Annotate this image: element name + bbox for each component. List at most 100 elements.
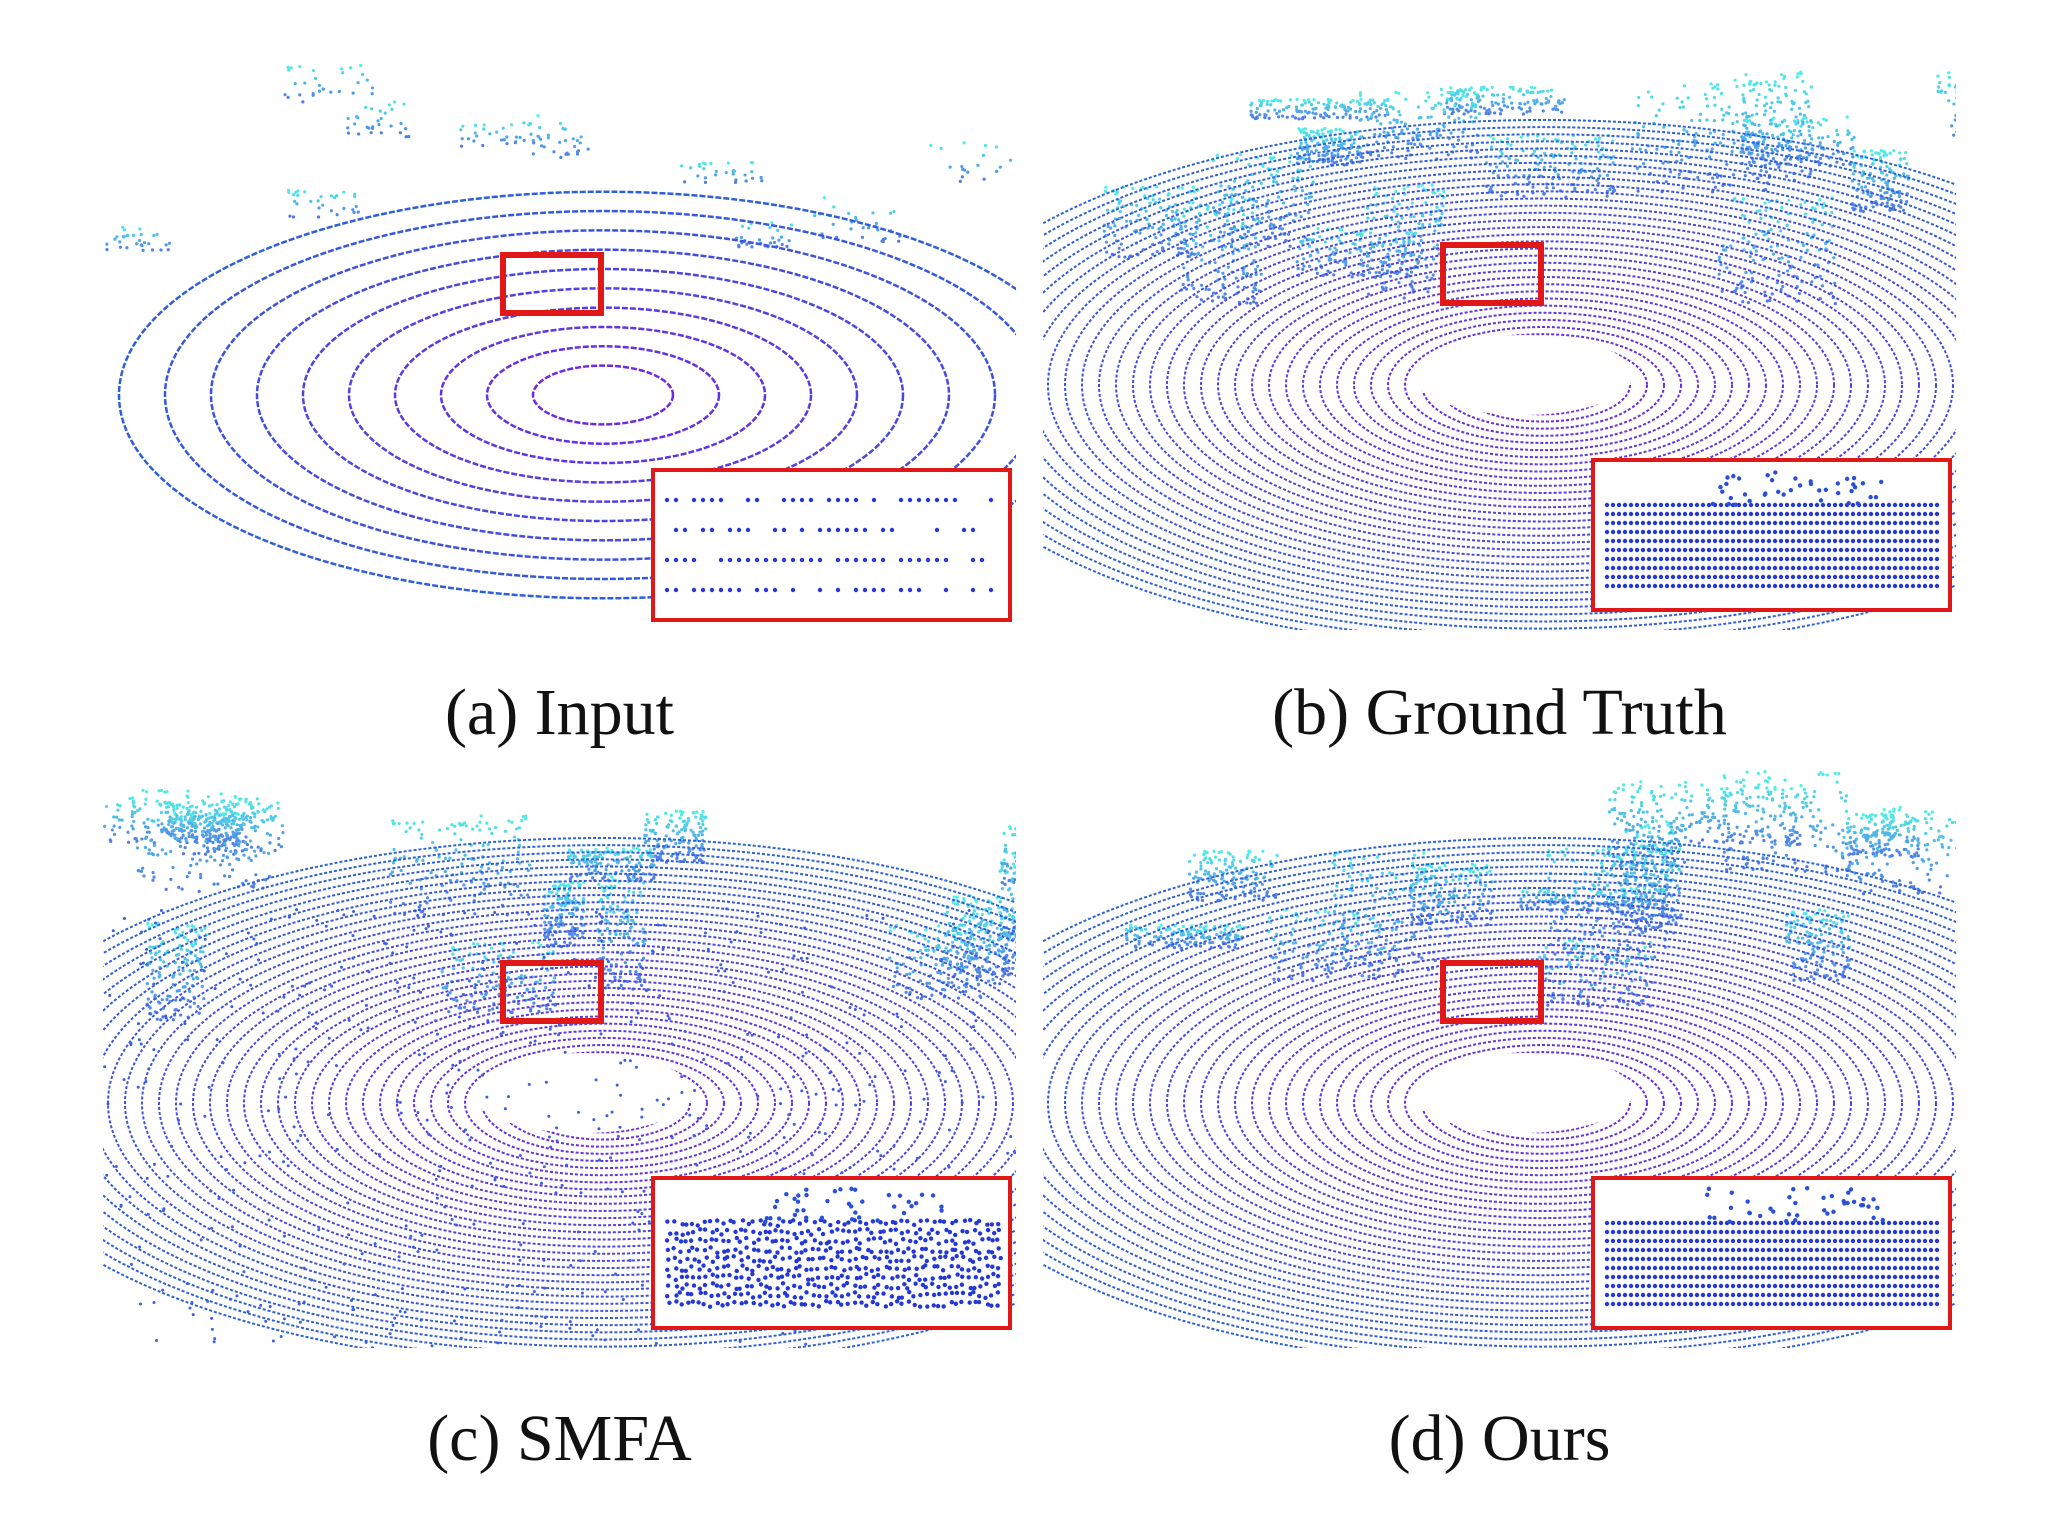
point — [697, 162, 702, 167]
point — [296, 193, 300, 197]
point — [1417, 184, 1421, 188]
point — [548, 1007, 552, 1011]
point — [943, 587, 949, 593]
point — [1741, 197, 1746, 201]
point — [1549, 94, 1553, 99]
point — [147, 242, 151, 246]
point — [1734, 113, 1739, 117]
point — [1457, 109, 1461, 113]
point — [963, 923, 967, 927]
point — [1334, 127, 1338, 132]
point — [1850, 556, 1856, 562]
point — [980, 964, 985, 969]
point — [1509, 143, 1513, 147]
point — [229, 835, 233, 839]
point — [1680, 158, 1684, 162]
point — [1677, 150, 1681, 155]
point — [1151, 252, 1155, 256]
point — [1784, 547, 1790, 553]
point — [1851, 172, 1855, 176]
point — [1598, 174, 1602, 178]
point — [1610, 538, 1616, 544]
point — [159, 1018, 163, 1022]
point-cloud — [1043, 70, 1956, 630]
point — [835, 557, 841, 563]
point — [1009, 892, 1013, 896]
point — [1322, 116, 1326, 120]
point — [1244, 189, 1248, 193]
point — [1751, 131, 1755, 135]
point — [744, 179, 748, 183]
point — [1785, 269, 1790, 273]
point — [1445, 101, 1449, 105]
point — [1640, 574, 1646, 580]
point — [1229, 242, 1233, 246]
point — [893, 974, 897, 978]
point — [249, 845, 254, 849]
point — [1407, 239, 1411, 243]
point — [524, 814, 528, 818]
point — [702, 167, 706, 171]
point — [137, 238, 142, 243]
point — [1700, 502, 1706, 508]
point — [1870, 176, 1875, 181]
point — [1809, 119, 1813, 123]
point — [1235, 157, 1240, 161]
point — [370, 107, 374, 111]
point — [1167, 192, 1171, 196]
point — [1490, 85, 1494, 89]
point — [179, 823, 183, 827]
point — [1816, 121, 1820, 125]
point — [291, 215, 296, 219]
point — [145, 981, 149, 986]
point — [216, 821, 220, 826]
point — [1229, 202, 1233, 206]
point — [1405, 127, 1410, 131]
point — [736, 527, 742, 533]
point — [1300, 117, 1305, 121]
point — [1381, 244, 1385, 248]
point — [191, 977, 195, 981]
point — [1161, 222, 1165, 226]
point — [566, 897, 570, 902]
point — [286, 188, 291, 192]
point — [736, 587, 742, 593]
point — [157, 949, 161, 954]
point — [142, 241, 147, 245]
point — [1850, 529, 1856, 535]
point — [202, 997, 206, 1001]
point — [1722, 113, 1726, 117]
point — [1344, 157, 1348, 161]
point — [561, 882, 565, 887]
point — [453, 824, 457, 828]
point — [1267, 116, 1271, 120]
point — [1868, 494, 1873, 500]
point — [1348, 114, 1352, 118]
point — [904, 990, 908, 994]
point — [1646, 520, 1652, 526]
point — [1742, 538, 1748, 544]
point — [1709, 82, 1713, 86]
point — [1844, 565, 1850, 571]
point — [1706, 502, 1712, 508]
point — [1367, 292, 1371, 296]
point — [399, 868, 403, 873]
point — [1616, 538, 1622, 544]
point — [425, 896, 430, 900]
point — [1682, 84, 1687, 88]
point — [1880, 565, 1886, 571]
point — [1832, 556, 1838, 562]
point — [1814, 583, 1820, 589]
point — [1464, 108, 1468, 112]
point — [546, 935, 550, 939]
point — [421, 820, 425, 824]
point — [1676, 502, 1682, 508]
point — [1814, 155, 1818, 159]
point — [1604, 583, 1610, 589]
point — [1814, 502, 1820, 508]
point — [1769, 227, 1773, 232]
point — [696, 174, 700, 178]
point — [1277, 109, 1282, 113]
point — [496, 871, 500, 875]
point — [1288, 244, 1292, 248]
